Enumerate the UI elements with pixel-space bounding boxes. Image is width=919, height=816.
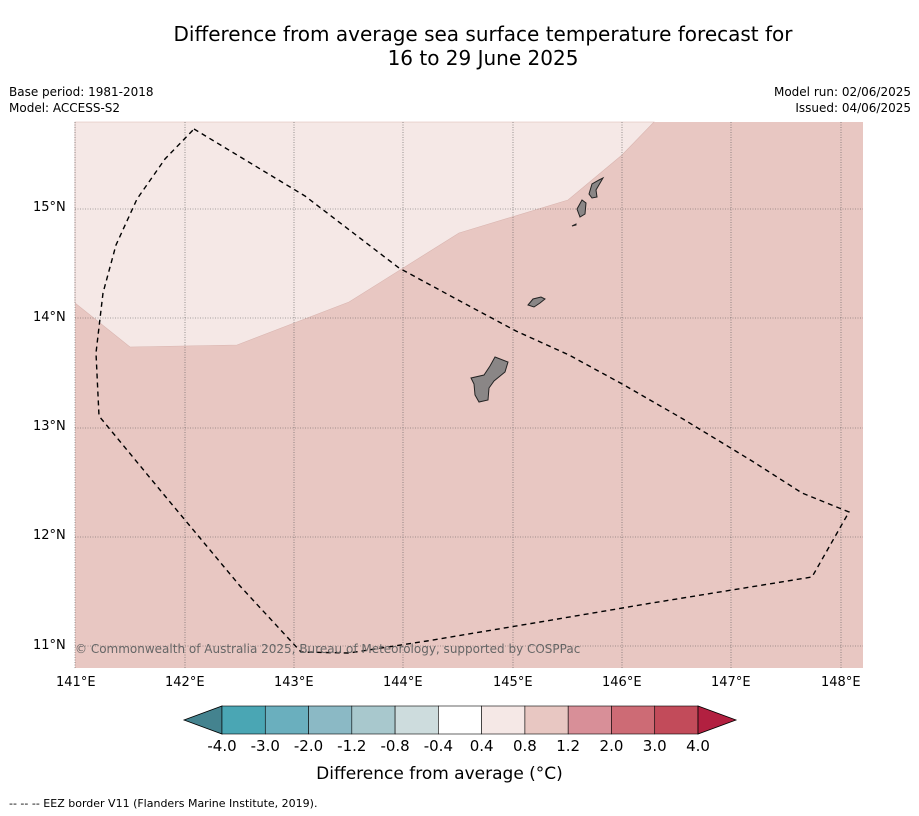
colorbar-label: Difference from average (°C) xyxy=(316,764,563,784)
colorbar-swatch xyxy=(264,705,309,735)
colorbar-tick-label: -3.0 xyxy=(250,737,280,755)
lat-label-13n: 13°N xyxy=(33,419,66,434)
colorbar-extend-low xyxy=(182,705,223,735)
map-title: Difference from average sea surface temp… xyxy=(0,22,919,70)
rota-island xyxy=(527,296,546,308)
title-line-1: Difference from average sea surface temp… xyxy=(173,22,793,46)
guam-island xyxy=(470,356,509,403)
colorbar-tick-label: -0.4 xyxy=(423,737,453,755)
lon-label-143e: 143°E xyxy=(274,675,314,690)
title-line-2: 16 to 29 June 2025 xyxy=(387,46,579,70)
colorbar-tick-labels: -4.0 -3.0 -2.0 -1.2 -0.8 -0.4 0.4 0.8 1.2 2.0 3.0 4… xyxy=(0,737,919,757)
lat-label-11n: 11°N xyxy=(33,638,66,653)
colorbar-tick-label: 0.4 xyxy=(469,737,494,755)
colorbar-tick-label: 2.0 xyxy=(599,737,624,755)
colorbar-tick-label: 0.8 xyxy=(512,737,537,755)
colorbar-tick-label: 4.0 xyxy=(686,737,710,755)
colorbar-swatch xyxy=(524,705,569,735)
colorbar-tick-label: -0.8 xyxy=(380,737,410,755)
colorbar-swatch xyxy=(567,705,612,735)
model-run: Model run: 02/06/2025 xyxy=(773,85,911,99)
colorbar-tick-label: -4.0 xyxy=(207,737,237,755)
colorbar-tick-label: 1.2 xyxy=(556,737,581,755)
lat-label-12n: 12°N xyxy=(33,528,66,543)
islands xyxy=(470,176,605,403)
lon-label-145e: 145°E xyxy=(493,675,533,690)
lon-label-141e: 141°E xyxy=(56,675,96,690)
aguijan-island xyxy=(571,223,577,227)
eez-legend-footer: -- -- -- EEZ border V11 (Flanders Marine… xyxy=(9,797,318,810)
base-period: Base period: 1981-2018 xyxy=(9,85,154,99)
meta-left: Base period: 1981-2018 Model: ACCESS-S2 xyxy=(9,84,154,116)
meta-right: Model run: 02/06/2025 Issued: 04/06/2025 xyxy=(774,84,911,116)
colorbar-tick-label: -1.2 xyxy=(337,737,367,755)
lat-label-15n: 15°N xyxy=(33,200,66,215)
lon-label-148e: 148°E xyxy=(821,675,861,690)
colorbar-swatch xyxy=(481,705,526,735)
lon-label-142e: 142°E xyxy=(165,675,205,690)
lat-label-14n: 14°N xyxy=(33,310,66,325)
colorbar-extend-high xyxy=(697,705,738,735)
issued-date: Issued: 04/06/2025 xyxy=(795,101,911,115)
lon-label-146e: 146°E xyxy=(602,675,642,690)
colorbar-swatch xyxy=(221,705,266,735)
lon-label-144e: 144°E xyxy=(383,675,423,690)
colorbar-swatch xyxy=(308,705,353,735)
colorbar-swatch xyxy=(438,705,482,735)
copyright-notice: © Commonwealth of Australia 2025, Bureau… xyxy=(75,642,581,656)
tinian-island xyxy=(576,199,587,218)
colorbar-swatch xyxy=(394,705,439,735)
gridlines xyxy=(74,122,863,668)
colorbar-tick-label: 3.0 xyxy=(642,737,667,755)
anomaly-region-04-08 xyxy=(74,121,655,348)
colorbar-swatch xyxy=(654,705,699,735)
colorbar xyxy=(182,705,738,735)
lon-label-147e: 147°E xyxy=(711,675,751,690)
eez-border xyxy=(95,128,851,654)
model-name: Model: ACCESS-S2 xyxy=(9,101,121,115)
saipan-island xyxy=(588,176,605,199)
colorbar-swatch xyxy=(611,705,656,735)
colorbar-tick-label: -2.0 xyxy=(293,737,324,755)
colorbar-swatch xyxy=(351,705,396,735)
